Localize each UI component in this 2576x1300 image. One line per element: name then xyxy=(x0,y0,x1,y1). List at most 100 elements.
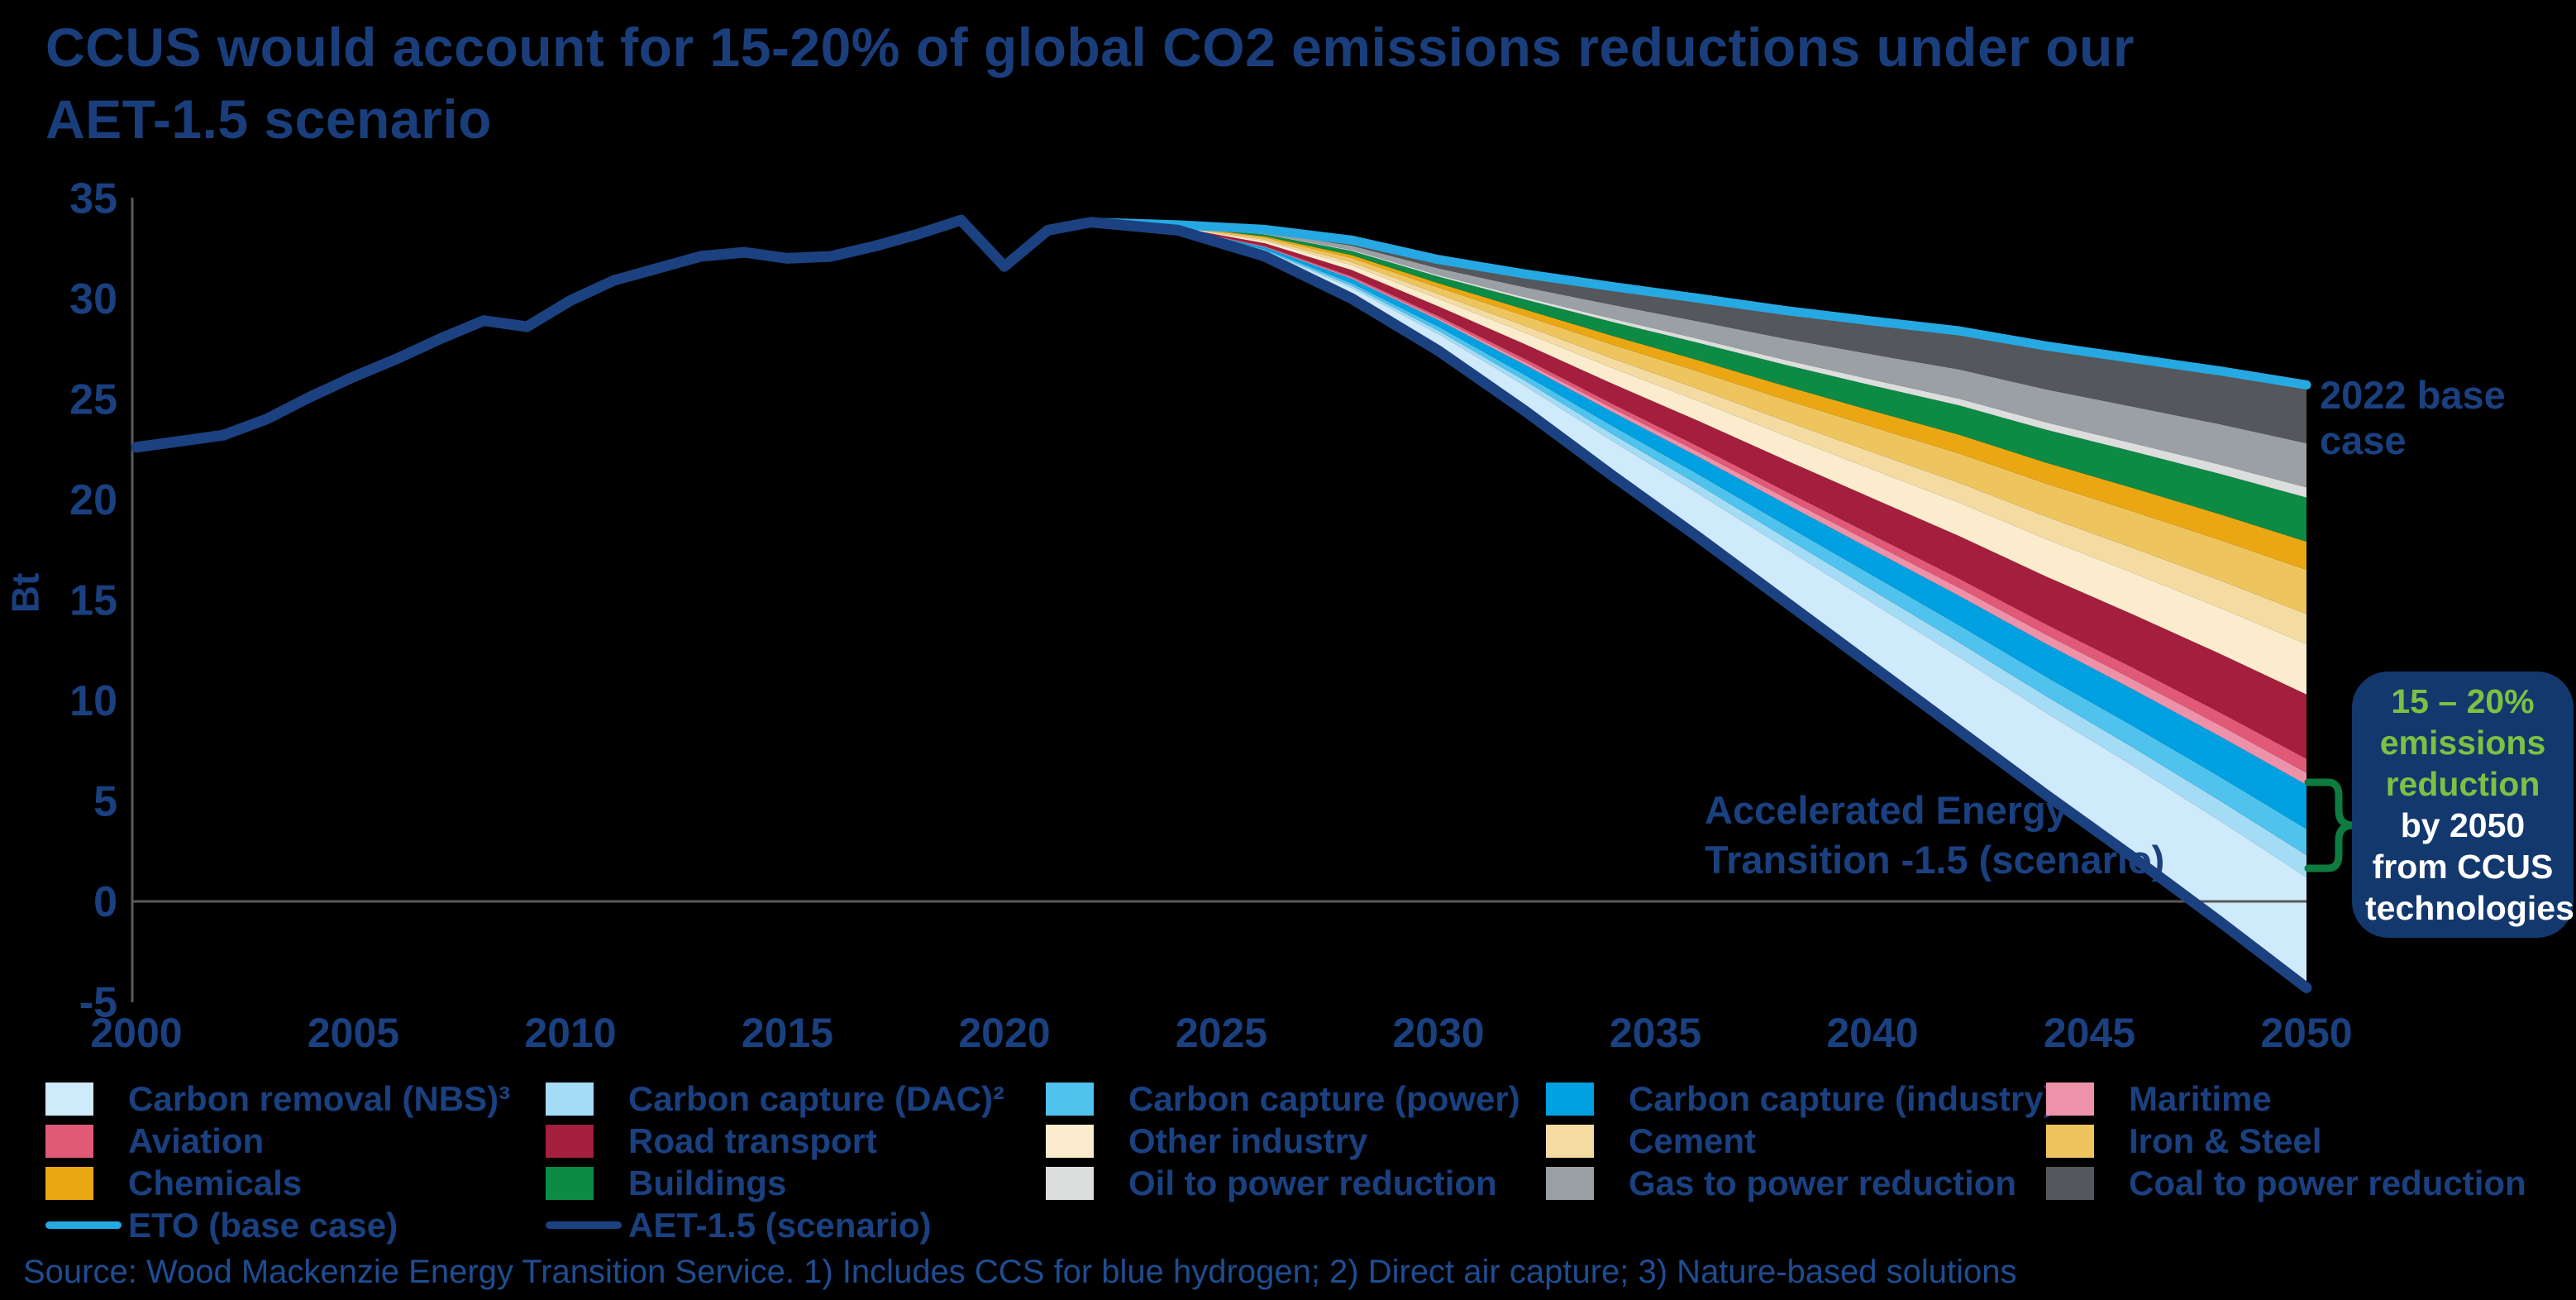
x-tick-label: 2010 xyxy=(524,1010,616,1056)
x-tick-label: 2045 xyxy=(2044,1010,2135,1056)
swatch-wrap xyxy=(2046,1082,2129,1116)
legend-label: ETO (base case) xyxy=(128,1205,398,1245)
legend-item-carbon-removal-nbs: Carbon removal (NBS)³ xyxy=(45,1079,546,1119)
legend-item-buildings: Buildings xyxy=(546,1164,1046,1203)
legend-item-carbon-capture-industry: Carbon capture (industry)¹ xyxy=(1546,1079,2067,1119)
swatch-wrap xyxy=(546,1082,628,1116)
swatch-wrap xyxy=(45,1221,128,1229)
swatch-wrap xyxy=(1046,1082,1128,1116)
legend-label: AET-1.5 (scenario) xyxy=(628,1205,932,1245)
swatch-wrap xyxy=(1046,1166,1128,1200)
y-tick-label: 0 xyxy=(93,878,117,926)
swatch-wrap xyxy=(546,1166,628,1200)
legend-swatch-cement xyxy=(1546,1124,1594,1158)
legend-label: Oil to power reduction xyxy=(1128,1163,1497,1202)
page-title: CCUS would account for 15-20% of global … xyxy=(45,17,2135,151)
legend-swatch-aviation xyxy=(45,1124,93,1158)
legend-label: Road transport xyxy=(628,1121,878,1160)
legend-swatch-buildings xyxy=(546,1166,594,1200)
swatch-wrap xyxy=(2046,1166,2129,1200)
swatch-wrap xyxy=(1546,1166,1629,1200)
x-tick-label: 2035 xyxy=(1610,1010,1701,1056)
x-tick-label: 2005 xyxy=(308,1010,399,1056)
swatch-wrap xyxy=(1546,1124,1629,1158)
ccus-callout-box: 15 – 20% emissions reduction by 2050 fro… xyxy=(2352,672,2574,938)
ccus-bracket xyxy=(2304,778,2356,872)
legend-label: Aviation xyxy=(128,1121,265,1160)
swatch-wrap xyxy=(45,1166,128,1200)
legend-label: Other industry xyxy=(1128,1121,1368,1160)
y-tick-label: 20 xyxy=(69,476,117,524)
legend-swatch-maritime xyxy=(2046,1082,2094,1116)
legend-label: Carbon capture (industry)¹ xyxy=(1629,1078,2067,1118)
legend-line-swatch-aet xyxy=(546,1221,622,1229)
legend-item-carbon-capture-power: Carbon capture (power) xyxy=(1046,1079,1546,1119)
legend-item-cement: Cement xyxy=(1546,1121,2046,1161)
swatch-wrap xyxy=(546,1124,628,1158)
x-tick-label: 2030 xyxy=(1392,1010,1484,1056)
legend-swatch-other-industry xyxy=(1046,1124,1094,1158)
aet-line xyxy=(131,214,2312,993)
legend-swatch-chemicals xyxy=(45,1166,93,1200)
legend-label: Carbon capture (DAC)² xyxy=(628,1078,1005,1118)
y-tick-label: 5 xyxy=(93,778,117,826)
legend-item-chemicals: Chemicals xyxy=(45,1164,546,1203)
aet-scenario-annotation: Accelerated Energy Transition -1.5 (scen… xyxy=(1705,788,2165,882)
x-tick-label: 2040 xyxy=(1826,1010,1918,1056)
legend: Carbon removal (NBS)³ Carbon capture (DA… xyxy=(45,1078,2567,1246)
legend-label: Maritime xyxy=(2129,1078,2272,1118)
source-footnote: Source: Wood Mackenzie Energy Transition… xyxy=(23,1254,2017,1290)
legend-label: Carbon capture (power) xyxy=(1128,1078,1520,1118)
y-axis-unit-label: Bt xyxy=(3,572,47,614)
legend-label: Gas to power reduction xyxy=(1629,1163,2017,1202)
legend-label: Buildings xyxy=(628,1163,787,1202)
y-tick-label: 35 xyxy=(69,175,117,223)
legend-swatch-gas-to-power xyxy=(1546,1166,1594,1200)
swatch-wrap xyxy=(546,1221,628,1229)
legend-label: Carbon removal (NBS)³ xyxy=(128,1078,511,1118)
x-tick-label: 2020 xyxy=(958,1010,1050,1056)
legend-swatch-coal-to-power xyxy=(2046,1166,2094,1200)
legend-swatch-carbon-removal-nbs xyxy=(45,1082,93,1116)
base-case-annotation: 2022 base case xyxy=(2320,373,2506,462)
swatch-wrap xyxy=(1546,1082,1629,1116)
legend-item-aviation: Aviation xyxy=(45,1121,546,1161)
legend-item-coal-to-power: Coal to power reduction xyxy=(2046,1164,2550,1203)
y-tick-label: 30 xyxy=(69,275,117,323)
callout-highlight-text: 15 – 20% emissions reduction xyxy=(2379,681,2546,803)
swatch-wrap xyxy=(45,1124,128,1158)
x-tick-label: 2050 xyxy=(2260,1010,2352,1056)
legend-label: Iron & Steel xyxy=(2129,1121,2322,1160)
y-tick-label: 25 xyxy=(69,376,117,424)
legend-item-iron-steel: Iron & Steel xyxy=(2046,1121,2550,1161)
legend-item-road-transport: Road transport xyxy=(546,1121,1046,1161)
legend-item-oil-to-power: Oil to power reduction xyxy=(1046,1164,1546,1203)
legend-label: Cement xyxy=(1629,1121,1757,1160)
y-tick-label: -5 xyxy=(79,979,117,1027)
y-tick-label: 10 xyxy=(69,677,117,725)
swatch-wrap xyxy=(45,1082,128,1116)
ccus-callout-text: 15 – 20% emissions reduction by 2050 fro… xyxy=(2365,681,2574,929)
eto-line xyxy=(1086,217,2311,390)
x-tick-label: 2000 xyxy=(90,1010,182,1056)
legend-label: Chemicals xyxy=(128,1163,303,1202)
legend-swatch-carbon-capture-dac xyxy=(546,1082,594,1116)
y-tick-label: 15 xyxy=(69,577,117,625)
callout-rest-text: by 2050 from CCUS technologies xyxy=(2365,806,2574,928)
swatch-wrap xyxy=(2046,1124,2129,1158)
legend-swatch-carbon-capture-power xyxy=(1046,1082,1094,1116)
legend-item-maritime: Maritime xyxy=(2046,1079,2550,1119)
legend-swatch-oil-to-power xyxy=(1046,1166,1094,1200)
swatch-wrap xyxy=(1046,1124,1128,1158)
legend-item-eto-base-case: ETO (base case) xyxy=(45,1206,546,1245)
legend-item-other-industry: Other industry xyxy=(1046,1121,1546,1161)
legend-item-gas-to-power: Gas to power reduction xyxy=(1546,1164,2046,1203)
x-tick-label: 2025 xyxy=(1176,1010,1267,1056)
legend-item-carbon-capture-dac: Carbon capture (DAC)² xyxy=(546,1079,1046,1119)
legend-swatch-carbon-capture-industry xyxy=(1546,1082,1594,1116)
x-tick-label: 2015 xyxy=(742,1010,833,1056)
legend-line-swatch-eto xyxy=(45,1221,122,1229)
legend-swatch-iron-steel xyxy=(2046,1124,2094,1158)
